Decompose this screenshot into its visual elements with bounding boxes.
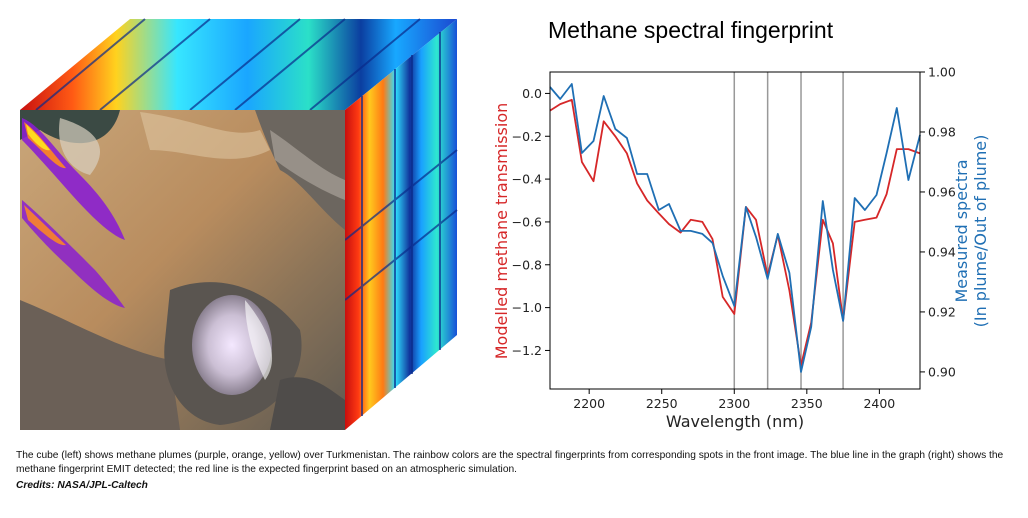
series-line-measured — [549, 83, 921, 373]
y-right-tick-label-1: 0.92 — [928, 304, 956, 319]
x-axis-label: Wavelength (nm) — [666, 412, 804, 431]
x-tick-label-3: 2350 — [791, 396, 823, 411]
chart-title: Methane spectral fingerprint — [548, 17, 834, 43]
y-right-tick-label-3: 0.96 — [928, 184, 956, 199]
y-right-tick-label-5: 1.00 — [928, 65, 956, 80]
y-right-tick-label-0: 0.90 — [928, 364, 956, 379]
y-left-tick-label-3: −0.6 — [512, 214, 542, 229]
y-axis-label-left: Modelled methane transmission — [492, 103, 511, 360]
cube-side-face — [345, 19, 457, 430]
plot-frame — [549, 71, 921, 390]
methane-plume-lower — [22, 200, 125, 308]
cube-top-face — [20, 19, 457, 110]
x-tick-label-2: 2300 — [718, 396, 750, 411]
y-right-tick-label-2: 0.94 — [928, 244, 956, 259]
y-left-tick-label-6: −1.2 — [512, 343, 542, 358]
y-left-tick-label-2: −0.4 — [512, 172, 542, 187]
y-right-tick-label-4: 0.98 — [928, 124, 956, 139]
figure-caption: The cube (left) shows methane plumes (pu… — [16, 450, 1004, 475]
x-tick-label-0: 2200 — [573, 396, 605, 411]
figure-credits: Credits: NASA/JPL-Caltech — [16, 480, 148, 491]
x-tick-label-1: 2250 — [646, 396, 678, 411]
y-left-tick-label-5: −1.0 — [512, 300, 542, 315]
y-axis-label-right-line2: (In plume/Out of plume) — [971, 135, 990, 328]
spectral-chart: Methane spectral fingerprint 2200 2250 230… — [492, 17, 990, 431]
y-left-tick-label-4: −0.8 — [512, 257, 542, 272]
y-left-tick-label-1: −0.2 — [512, 129, 542, 144]
y-axis-label-right-line1: Measured spectra — [952, 159, 971, 302]
series-line-modelled — [549, 98, 921, 367]
x-tick-label-4: 2400 — [863, 396, 895, 411]
hyperspectral-cube-image — [20, 18, 458, 430]
y-left-tick-label-0: 0.0 — [522, 86, 542, 101]
